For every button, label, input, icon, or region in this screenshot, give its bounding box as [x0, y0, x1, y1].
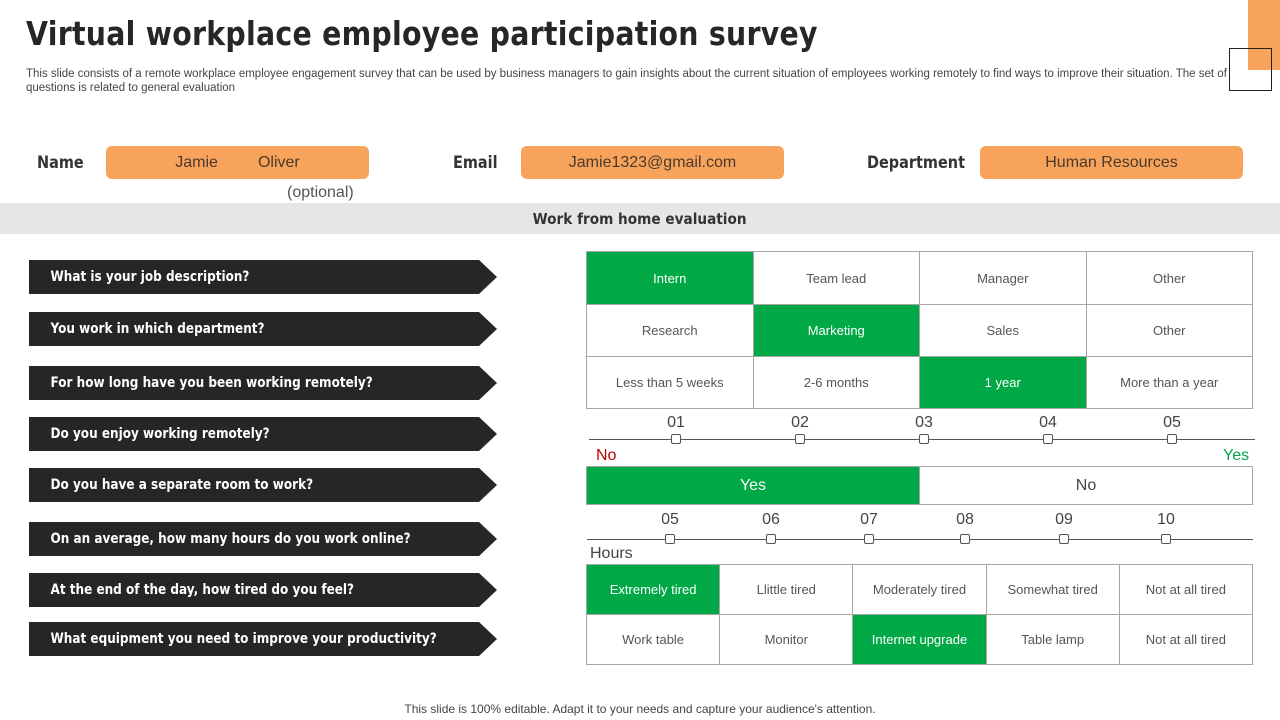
hours-tick[interactable] [766, 534, 776, 544]
slide-description: This slide consists of a remote workplac… [26, 68, 1227, 94]
email-label: Email [453, 153, 498, 173]
question-text: Do you enjoy working remotely? [50, 426, 270, 442]
option-tired[interactable]: Extremely tired [585, 564, 721, 615]
question-tired: At the end of the day, how tired do you … [29, 573, 497, 607]
enjoy-tick[interactable] [795, 434, 805, 444]
option-tired[interactable]: Somewhat tired [985, 564, 1120, 615]
question-text: At the end of the day, how tired do you … [50, 582, 355, 598]
option-tired[interactable]: Moderately tired [852, 564, 987, 615]
enjoy-tick[interactable] [671, 434, 681, 444]
option-job[interactable]: Other [1085, 251, 1253, 305]
decorative-square [1229, 48, 1272, 91]
options-grid-bottom: Extremely tired Llittle tired Moderately… [585, 564, 1254, 665]
question-job: What is your job description? [29, 260, 497, 294]
option-equipment[interactable]: Table lamp [985, 614, 1120, 665]
question-text: What is your job description? [50, 269, 250, 285]
room-yes-label: Yes [739, 476, 767, 494]
option-tired[interactable]: Llittle tired [719, 564, 854, 615]
hours-tick-label: 07 [860, 511, 878, 528]
hours-tick-label: 08 [956, 511, 974, 528]
option-equipment[interactable]: Work table [585, 614, 721, 665]
option-duration[interactable]: Less than 5 weeks [586, 356, 754, 409]
department-value: Human Resources [1045, 153, 1178, 171]
section-title: Work from home evaluation [533, 209, 747, 228]
hours-label: Hours [590, 545, 633, 562]
department-label: Department [867, 153, 965, 173]
room-no-option[interactable]: No [920, 466, 1253, 505]
hours-tick-label: 06 [762, 511, 780, 528]
question-text: Do you have a separate room to work? [50, 477, 314, 493]
question-hours: On an average, how many hours do you wor… [29, 522, 497, 556]
enjoy-tick-label: 05 [1163, 414, 1181, 431]
option-department[interactable]: Other [1085, 304, 1253, 357]
hours-tick[interactable] [960, 534, 970, 544]
option-job[interactable]: Intern [586, 251, 754, 305]
name-label: Name [37, 153, 84, 173]
enjoy-tick[interactable] [1167, 434, 1177, 444]
enjoy-yes-label: Yes [1223, 447, 1250, 464]
enjoy-tick[interactable] [919, 434, 929, 444]
option-equipment[interactable]: Not at all tired [1118, 614, 1254, 665]
hours-tick-label: 10 [1157, 511, 1175, 528]
section-band: Work from home evaluation [0, 203, 1280, 234]
hours-tick[interactable] [1161, 534, 1171, 544]
question-equipment: What equipment you need to improve your … [29, 622, 497, 656]
hours-tick-label: 05 [661, 511, 679, 528]
room-no-label: No [1075, 476, 1097, 494]
question-text: For how long have you been working remot… [50, 375, 373, 391]
option-duration[interactable]: 1 year [919, 356, 1087, 409]
optional-note: (optional) [287, 184, 354, 201]
option-department[interactable]: Research [586, 304, 754, 357]
last-name-value: Oliver [257, 153, 300, 171]
email-value: Jamie1323@gmail.com [568, 153, 737, 171]
name-field[interactable]: Jamie Oliver [106, 146, 369, 179]
enjoy-tick[interactable] [1043, 434, 1053, 444]
email-field[interactable]: Jamie1323@gmail.com [521, 146, 784, 179]
hours-tick[interactable] [665, 534, 675, 544]
question-text: On an average, how many hours do you wor… [50, 531, 411, 547]
option-equipment[interactable]: Internet upgrade [852, 614, 987, 665]
option-department[interactable]: Sales [919, 304, 1087, 357]
footer-note: This slide is 100% editable. Adapt it to… [404, 702, 876, 716]
enjoy-no-label: No [596, 447, 617, 464]
hours-tick[interactable] [1059, 534, 1069, 544]
enjoy-tick-label: 01 [667, 414, 685, 431]
question-enjoy: Do you enjoy working remotely? [29, 417, 497, 451]
option-department[interactable]: Marketing [752, 304, 920, 357]
question-text: You work in which department? [50, 321, 265, 337]
orange-accent-bar [1248, 0, 1280, 70]
hours-tick[interactable] [864, 534, 874, 544]
option-equipment[interactable]: Monitor [719, 614, 854, 665]
department-field[interactable]: Human Resources [980, 146, 1243, 179]
hours-scale-line [587, 539, 1253, 540]
option-job[interactable]: Team lead [752, 251, 920, 305]
option-job[interactable]: Manager [919, 251, 1087, 305]
enjoy-tick-label: 04 [1039, 414, 1057, 431]
first-name-value: Jamie [175, 153, 218, 171]
option-duration[interactable]: 2-6 months [752, 356, 920, 409]
enjoy-tick-label: 02 [791, 414, 809, 431]
option-duration[interactable]: More than a year [1085, 356, 1253, 409]
enjoy-tick-label: 03 [915, 414, 933, 431]
slide-title: Virtual workplace employee participation… [26, 14, 818, 53]
question-text: What equipment you need to improve your … [50, 631, 437, 647]
question-room: Do you have a separate room to work? [29, 468, 497, 502]
options-grid-top: Intern Team lead Manager Other Research … [586, 251, 1253, 409]
question-duration: For how long have you been working remot… [29, 366, 497, 400]
option-tired[interactable]: Not at all tired [1118, 564, 1254, 615]
hours-tick-label: 09 [1055, 511, 1073, 528]
room-yes-option[interactable]: Yes [586, 466, 920, 505]
question-department: You work in which department? [29, 312, 497, 346]
